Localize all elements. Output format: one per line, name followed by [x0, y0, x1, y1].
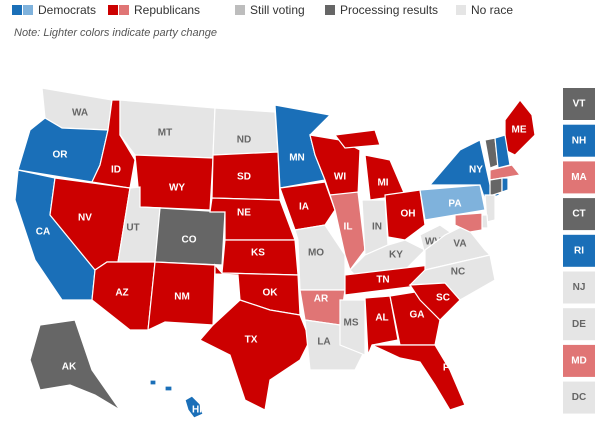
state-label: TX [245, 335, 258, 346]
state-label: CO [182, 235, 197, 246]
state-box [563, 271, 595, 304]
state-label: IA [299, 202, 309, 213]
small-state-list: VT NH MA CT RI NJ DE MD DC [563, 88, 595, 414]
state [489, 164, 522, 181]
state-label: LA [317, 337, 330, 348]
state [384, 189, 426, 241]
state [149, 379, 204, 419]
state [419, 184, 486, 221]
legend: Democrats Republicans Still voting Processi… [12, 3, 513, 17]
state-box [563, 88, 595, 120]
state-label: ME [512, 125, 527, 136]
state-label: VT [573, 99, 586, 110]
state [339, 299, 366, 356]
state-label: GA [410, 310, 425, 321]
state-box [563, 198, 595, 231]
state [371, 344, 466, 411]
legend-swatch [235, 5, 245, 15]
state-label: IL [344, 222, 353, 233]
legend-label: Still voting [250, 3, 305, 17]
state [279, 181, 336, 231]
map: WA OR CA ID NV MT WY UT AZ CO NM ND SD NE KS OK TX MN IA MO… [14, 87, 536, 419]
state-label: CA [36, 227, 50, 238]
state-label: MI [377, 178, 388, 189]
state-label: PA [448, 199, 461, 210]
note: Note: Lighter colors indicate party chan… [14, 27, 217, 39]
state-label: RI [574, 245, 584, 256]
legend-label: Democrats [38, 3, 96, 17]
state-label: MA [571, 172, 587, 183]
state-label: ID [111, 165, 121, 176]
state-label: NM [174, 292, 190, 303]
state-label: AL [375, 313, 388, 324]
state-label: OK [263, 288, 279, 299]
legend-swatch [23, 5, 33, 15]
state [454, 212, 483, 233]
state-label: MT [158, 128, 172, 139]
state [154, 207, 226, 266]
state-box [563, 161, 595, 194]
state-label: NE [237, 208, 251, 219]
state-label: UT [126, 223, 139, 234]
state [489, 177, 503, 197]
legend-swatch [119, 5, 129, 15]
state-label: NV [78, 213, 92, 224]
state [389, 291, 441, 346]
state-label: AZ [115, 288, 128, 299]
state-label: MO [308, 248, 324, 259]
state [481, 214, 489, 229]
legend-swatch [325, 5, 335, 15]
state-label: KY [389, 250, 403, 261]
state-label: SD [237, 172, 251, 183]
state-label: AK [62, 362, 77, 373]
state-label: WI [334, 172, 346, 183]
state-label: DC [572, 392, 586, 403]
state-label: NY [469, 165, 483, 176]
state [364, 295, 399, 356]
state-label: KS [251, 248, 265, 259]
legend-swatch [108, 5, 118, 15]
state-box [563, 381, 595, 414]
state [501, 177, 509, 193]
legend-label: Processing results [340, 3, 438, 17]
state-label: VA [453, 239, 466, 250]
state-label: DE [572, 319, 586, 330]
legend-swatch [12, 5, 22, 15]
legend-swatch [456, 5, 466, 15]
state-box [563, 124, 595, 157]
state-label: HI [192, 405, 202, 416]
state-label: SC [436, 293, 450, 304]
state-label: NJ [573, 282, 586, 293]
state-label: MD [571, 356, 587, 367]
state-label: FL [443, 363, 455, 374]
state [408, 282, 461, 321]
legend-label: No race [471, 3, 513, 17]
state-label: WY [169, 183, 185, 194]
state-box [563, 344, 595, 377]
state-label: IN [372, 222, 382, 233]
state-label: AR [314, 294, 329, 305]
state-label: NH [572, 135, 586, 146]
legend-label: Republicans [134, 3, 200, 17]
state-box [563, 308, 595, 341]
state-label: TN [376, 275, 389, 286]
state-label: ND [237, 135, 251, 146]
state-label: NC [451, 267, 465, 278]
state-label: OH [401, 209, 416, 220]
state [29, 319, 121, 411]
state-box [563, 234, 595, 267]
state [212, 107, 279, 156]
state [147, 261, 216, 331]
state-label: CT [572, 209, 585, 220]
state-label: WA [72, 108, 88, 119]
state-label: WV [425, 237, 441, 248]
state-label: MN [289, 153, 305, 164]
state-label: MS [344, 318, 359, 329]
state [199, 299, 311, 411]
state-label: OR [53, 150, 69, 161]
